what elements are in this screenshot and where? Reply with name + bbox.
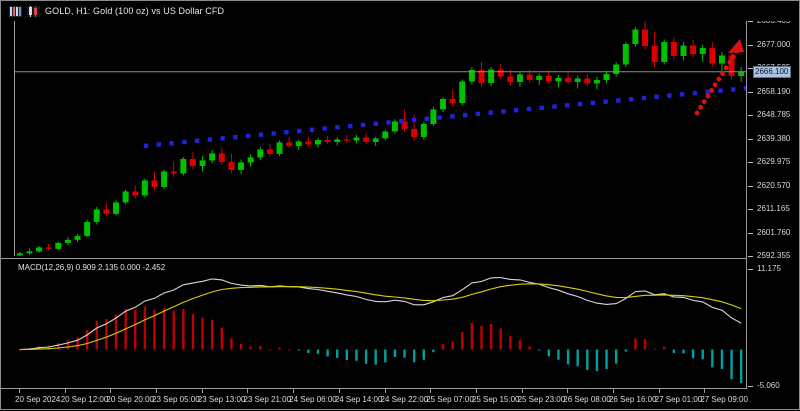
time-axis-tick (338, 389, 340, 393)
time-axis-label: 27 Sep 09:00 (700, 395, 748, 404)
time-axis-tick (567, 389, 569, 393)
left-pane-divider (14, 21, 15, 256)
price-axis-tick (748, 185, 753, 187)
candlestick-series (16, 21, 745, 256)
time-axis-label: 24 Sep 06:00 (289, 395, 337, 404)
time-axis-tick (475, 389, 477, 393)
price-axis-tick (748, 21, 753, 22)
macd-series (18, 276, 743, 383)
price-axis-tick (748, 91, 753, 93)
pane-separator (1, 258, 746, 259)
price-axis-label: 2658.190 (757, 86, 791, 96)
time-axis-label: 24 Sep 14:00 (334, 395, 383, 404)
time-axis-tick (64, 389, 66, 393)
current-price-tag[interactable]: 2666.100 (753, 65, 792, 78)
price-axis-tick (748, 44, 753, 46)
time-axis-label: 26 Sep 16:00 (608, 395, 657, 404)
price-axis-tick (748, 209, 753, 210)
macd-indicator-pane[interactable] (15, 269, 746, 386)
price-axis-divider (746, 21, 747, 389)
macd-axis-tick (748, 269, 753, 270)
price-axis-label: 2648.785 (757, 110, 791, 119)
time-axis-tick (704, 389, 706, 393)
time-axis-tick (658, 389, 660, 393)
time-axis-label: 25 Sep 15:00 (471, 395, 520, 404)
price-axis-label: 2639.380 (757, 133, 791, 143)
time-axis-label: 26 Sep 08:00 (563, 395, 611, 404)
chart-header: GOLD, H1: Gold (100 oz) vs US Dollar CFD (1, 1, 799, 21)
price-axis-label: 2592.355 (757, 251, 791, 260)
time-axis-separator (1, 388, 746, 389)
bar-chart-icon[interactable] (9, 5, 22, 17)
time-axis-label: 20 Sep 20:00 (106, 395, 154, 404)
time-axis-label: 25 Sep 23:00 (517, 395, 566, 404)
time-axis-tick (430, 389, 432, 393)
price-axis-label: 2677.000 (757, 39, 791, 49)
time-axis-tick (201, 389, 203, 393)
time-axis-tick (19, 389, 20, 393)
macd-axis-tick (748, 386, 753, 387)
time-axis-tick (110, 389, 112, 393)
price-axis-label: 2620.570 (757, 180, 791, 190)
price-axis-tick (748, 115, 753, 116)
time-axis-label: 20 Sep 2024 (15, 395, 61, 404)
time-axis-label: 27 Sep 01:00 (654, 395, 703, 404)
time-axis-tick (247, 389, 249, 393)
symbol-title: GOLD, H1: Gold (100 oz) vs US Dollar CFD (45, 6, 225, 16)
time-axis-label: 23 Sep 13:00 (197, 395, 246, 404)
time-axis-tick (156, 389, 158, 393)
macd-axis-label: -5.060 (757, 381, 780, 390)
time-axis-label: 24 Sep 22:00 (380, 395, 429, 404)
chart-annotations (15, 39, 746, 148)
time-axis-label: 25 Sep 07:00 (426, 395, 474, 404)
time-axis-label: 23 Sep 21:00 (243, 395, 292, 404)
price-axis-label: 2629.975 (757, 157, 791, 166)
time-axis-tick (612, 389, 614, 393)
time-axis-label: 23 Sep 05:00 (152, 395, 200, 404)
price-chart-pane[interactable] (15, 21, 746, 256)
price-axis-tick (748, 68, 753, 69)
candlestick-icon[interactable] (27, 5, 40, 17)
time-axis-label: 20 Sep 12:00 (60, 395, 109, 404)
time-axis-tick (293, 389, 295, 393)
time-axis-tick (521, 389, 523, 393)
price-axis-tick (748, 232, 753, 234)
time-axis: 20 Sep 2024 20 Sep 12:00 20 Sep 20:00 23 Se… (1, 389, 748, 411)
macd-axis-label: 11.175 (757, 264, 781, 273)
price-axis-label: 2611.165 (757, 204, 790, 213)
price-axis-tick (748, 162, 753, 163)
price-axis-tick (748, 138, 753, 140)
price-axis-tick (748, 256, 753, 257)
time-axis-tick (384, 389, 386, 393)
price-axis-label: 2601.760 (757, 227, 791, 237)
macd-indicator-label: MACD(12,26,9) 0.909 2.135 0.000 -2.452 (18, 263, 166, 272)
